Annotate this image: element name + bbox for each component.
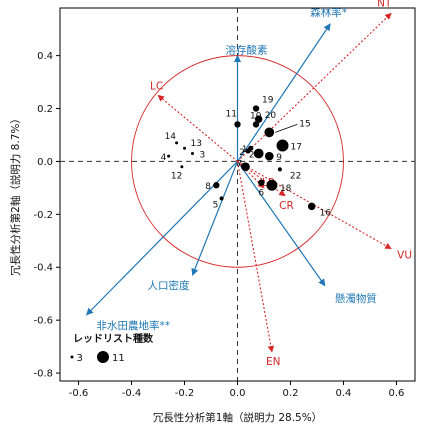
env-vector-label: 溶存酸素	[226, 44, 268, 57]
site-point	[276, 139, 289, 152]
env-vector-arrow	[237, 23, 331, 162]
site-label: 21	[249, 150, 260, 160]
legend-marker	[70, 355, 74, 359]
site-label: 2	[239, 148, 245, 158]
site-point	[167, 154, 171, 158]
y-tick-label: 0.2	[37, 104, 53, 115]
site-label: 3	[199, 150, 205, 160]
x-tick-label: -0.2	[175, 388, 195, 399]
site-point	[219, 196, 224, 201]
site-label: 11	[226, 109, 237, 119]
site-label: 17	[291, 143, 302, 153]
y-axis-title: 冗長性分析第2軸（説明力 8.7%）	[9, 113, 22, 276]
site-point	[264, 127, 275, 138]
env-vector-label: 非水田農地率**	[96, 319, 170, 332]
species-vector-label: EN	[266, 356, 281, 368]
legend-label: 3	[77, 353, 83, 364]
x-axis-title: 冗長性分析第1軸（説明力 28.5%）	[153, 411, 322, 424]
site-point	[252, 105, 260, 112]
site-point	[241, 162, 250, 172]
site-label: 13	[191, 139, 202, 149]
site-point	[245, 148, 251, 154]
site-point	[252, 121, 260, 128]
species-vector-arrow	[237, 12, 392, 162]
legend-title: レッドリスト種数	[73, 332, 154, 345]
site-point	[253, 148, 264, 159]
site-label: 22	[290, 171, 301, 181]
axis-ticks: -0.6 -0.4 -0.2 0.0 0.2 0.4 0.6 -0.8 -0.6 -0.4 -0.2…	[33, 51, 404, 399]
site-label: 8	[205, 182, 211, 192]
site-label: 14	[165, 132, 177, 142]
env-vector-label: 人口密度	[147, 279, 189, 292]
site-point	[258, 179, 265, 186]
site-point	[190, 151, 194, 155]
x-tick-label: 0.2	[283, 388, 299, 399]
zero-lines	[60, 8, 415, 381]
species-vector-label: NT	[377, 0, 392, 9]
species-vector-arrow	[236, 161, 275, 353]
y-tick-label: -0.6	[33, 316, 53, 327]
site-point	[254, 115, 263, 123]
x-tick-label: -0.6	[69, 388, 89, 399]
x-tick-label: 0.0	[230, 388, 246, 399]
site-label: 20	[265, 111, 277, 121]
species-vector-arrow	[157, 94, 238, 162]
env-vector-label: 森林率*	[310, 6, 347, 19]
site-point	[307, 202, 316, 211]
site-label: 16	[320, 208, 332, 218]
y-tick-label: 0.0	[37, 157, 53, 168]
species-vector-label: LC	[150, 80, 163, 92]
y-tick-label: -0.8	[33, 369, 53, 380]
y-tick-label: 0.4	[37, 51, 53, 62]
x-tick-label: -0.4	[122, 388, 142, 399]
env-vector-arrow	[85, 161, 238, 316]
site-point	[266, 179, 278, 191]
site-label: 19	[262, 96, 274, 106]
species-vector-label: VU	[397, 250, 412, 262]
site-label: 6	[258, 189, 264, 199]
site-label: 10	[250, 111, 262, 121]
x-tick-label: 0.4	[336, 388, 352, 399]
site-point	[183, 146, 187, 150]
site-label: 5	[213, 200, 219, 210]
site-point	[264, 151, 274, 161]
site-label: 12	[171, 172, 182, 182]
site-label-leader	[275, 123, 298, 133]
site-label: 9	[276, 153, 282, 163]
legend: レッドリスト種数 3 11	[70, 332, 154, 364]
site-label: 15	[299, 119, 310, 129]
site-label: 7	[236, 160, 242, 170]
site-point	[213, 182, 220, 189]
site-label: 18	[280, 184, 292, 194]
legend-label: 11	[112, 353, 125, 364]
species-vector-label: CR	[279, 200, 294, 212]
y-tick-label: -0.2	[33, 210, 53, 221]
site-point	[234, 121, 241, 128]
y-tick-label: -0.4	[33, 263, 53, 274]
site-label: 4	[161, 153, 167, 163]
site-label: 1	[242, 145, 248, 155]
env-vector-label: 懸濁物質	[335, 292, 377, 305]
legend-marker	[97, 351, 109, 363]
site-point	[180, 165, 184, 169]
env-vector-arrow	[237, 161, 326, 287]
env-vector-arrow	[191, 161, 239, 276]
x-tick-label: 0.6	[389, 388, 405, 399]
site-point	[175, 141, 179, 145]
site-point	[277, 167, 282, 172]
